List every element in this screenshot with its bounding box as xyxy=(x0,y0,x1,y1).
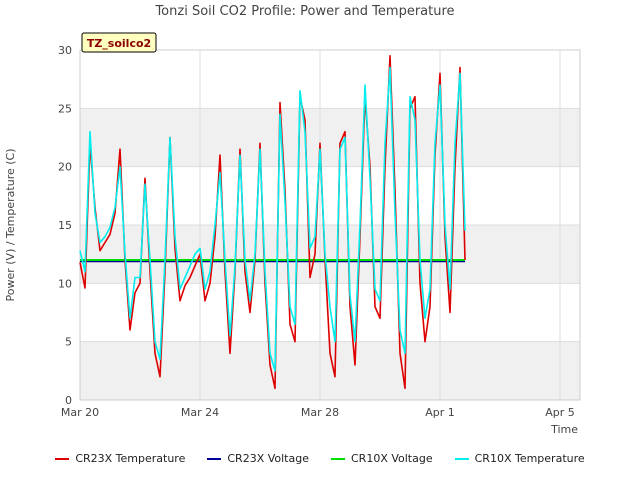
site-badge: TZ_soilco2 xyxy=(81,32,157,53)
x-tick-label: Apr 5 xyxy=(545,406,575,419)
x-tick-label: Mar 20 xyxy=(61,406,99,419)
y-tick-label: 15 xyxy=(58,219,72,232)
x-tick-label: Apr 1 xyxy=(425,406,455,419)
x-axis-ticks: Mar 20 Mar 24 Mar 28 Apr 1 Apr 5 xyxy=(61,406,575,419)
legend-item-cr23x-voltage: CR23X Voltage xyxy=(207,452,309,465)
legend-item-cr10x-temperature: CR10X Temperature xyxy=(454,452,585,465)
plot-background-bands xyxy=(80,50,580,400)
plot-frame xyxy=(79,49,581,401)
y-tick-label: 30 xyxy=(58,44,72,57)
chart-title: Tonzi Soil CO2 Profile: Power and Temper… xyxy=(154,4,454,19)
legend-item-cr23x-temperature: CR23X Temperature xyxy=(55,452,185,465)
series-lines xyxy=(79,54,466,390)
plot-band xyxy=(80,166,580,225)
x-tick-label: Mar 28 xyxy=(301,406,339,419)
site-badge-label: TZ_soilco2 xyxy=(87,37,151,50)
x-axis-label: Time xyxy=(550,423,578,436)
site-badge-box xyxy=(81,32,157,53)
legend-swatch xyxy=(454,457,469,460)
legend-item-cr10x-voltage: CR10X Voltage xyxy=(331,452,433,465)
legend-swatch xyxy=(331,457,345,460)
legend-swatch xyxy=(207,457,222,460)
y-axis-ticks: 0 5 10 15 20 25 30 xyxy=(58,44,72,407)
legend-swatch xyxy=(55,457,70,460)
y-tick-label: 20 xyxy=(58,161,72,174)
legend-label: CR10X Voltage xyxy=(351,452,433,465)
plot-band xyxy=(80,50,580,109)
legend-label: CR23X Temperature xyxy=(75,452,186,465)
legend-label: CR23X Voltage xyxy=(227,452,309,465)
plot-band xyxy=(80,225,580,284)
y-tick-label: 0 xyxy=(65,394,72,407)
y-tick-label: 25 xyxy=(58,102,72,115)
legend-label: CR10X Temperature xyxy=(474,452,585,465)
x-tick-label: Mar 24 xyxy=(181,406,219,419)
y-axis-label: Power (V) / Temperature (C) xyxy=(4,148,17,301)
y-tick-label: 5 xyxy=(65,336,72,349)
legend: CR23X Temperature CR23X Voltage CR10X Vo… xyxy=(0,452,640,465)
series-line-cr10x-temperature xyxy=(79,66,466,372)
y-tick-label: 10 xyxy=(58,277,72,290)
plot-band xyxy=(80,108,580,167)
